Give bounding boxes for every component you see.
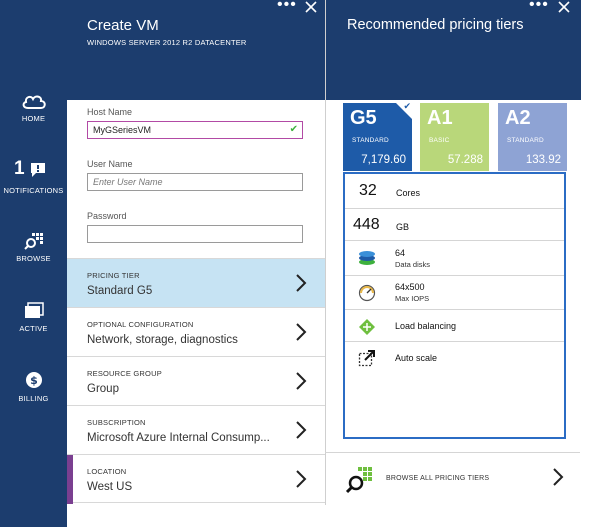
auto-scale-spec: Auto scale: [345, 342, 564, 374]
browse-all-label: BROWSE ALL PRICING TIERS: [386, 475, 490, 482]
nav-item-browse[interactable]: BROWSE: [0, 232, 67, 263]
load-balancing-spec: Load balancing: [345, 310, 564, 342]
tier-tile-g5[interactable]: ✔ G5 STANDARD 7,179.60: [343, 101, 412, 171]
gauge-icon: [358, 284, 376, 302]
tier-details-card: 32 Cores 448 GB 64 Data disks 64x500 Max…: [343, 172, 566, 439]
check-icon: ✔: [403, 101, 411, 111]
disk-icon: [359, 251, 375, 265]
pricing-tier-row[interactable]: PRICING TIER Standard G5: [67, 258, 325, 307]
row-label: RESOURCE GROUP: [87, 369, 162, 378]
nav-item-active[interactable]: ACTIVE: [0, 302, 67, 333]
browse-tiers-icon: [345, 467, 372, 494]
selected-corner: [396, 103, 412, 119]
create-vm-blade: ••• Create VM WINDOWS SERVER 2012 R2 DAT…: [67, 0, 325, 520]
chevron-right-icon: [296, 274, 307, 292]
tier-price: 7,179.60: [361, 154, 406, 166]
row-value: Microsoft Azure Internal Consump...: [87, 432, 270, 444]
row-value: West US: [87, 481, 133, 493]
data-disks-label: Data disks: [395, 260, 431, 269]
row-label: LOCATION: [87, 467, 127, 476]
chevron-right-icon: [296, 372, 307, 390]
tier-name: A2: [505, 107, 531, 129]
cores-value: 32: [359, 182, 377, 199]
notification-icon: [31, 163, 45, 177]
close-icon[interactable]: [305, 1, 317, 13]
nav-rail: HOME 1 NOTIFICATIONS BROWSE ACTIVE $: [0, 0, 67, 527]
load-balancer-icon: [359, 319, 375, 335]
user-name-field[interactable]: Enter User Name: [87, 173, 303, 191]
memory-value: 448: [353, 216, 380, 233]
chevron-right-icon: [296, 323, 307, 341]
data-disks-value: 64: [395, 248, 406, 258]
tier-name: G5: [350, 107, 377, 129]
chevron-right-icon: [553, 468, 564, 486]
row-value: Network, storage, diagnostics: [87, 334, 238, 346]
optional-configuration-row[interactable]: OPTIONAL CONFIGURATION Network, storage,…: [67, 307, 325, 356]
tier-name: A1: [427, 107, 453, 129]
check-icon: ✔: [289, 124, 298, 135]
close-icon[interactable]: [558, 1, 570, 13]
host-name-label: Host Name: [87, 107, 133, 117]
memory-unit: GB: [396, 222, 410, 232]
host-name-value: MyGSeriesVM: [93, 125, 152, 135]
blade-title: Create VM: [87, 17, 159, 34]
password-field[interactable]: [87, 225, 303, 243]
chevron-right-icon: [296, 470, 307, 488]
nav-label: HOME: [21, 114, 46, 123]
tier-price: 57.288: [447, 154, 483, 166]
billing-icon: $: [25, 372, 42, 388]
nav-item-home[interactable]: HOME: [0, 92, 67, 123]
more-options-icon[interactable]: •••: [277, 0, 297, 13]
blade-title: Recommended pricing tiers: [347, 17, 524, 33]
iops-value: 64x500: [395, 282, 425, 292]
browse-all-pricing-tiers-button[interactable]: BROWSE ALL PRICING TIERS: [325, 452, 580, 505]
blade-subtitle: WINDOWS SERVER 2012 R2 DATACENTER: [87, 38, 247, 47]
row-value: Group: [87, 383, 119, 395]
password-label: Password: [87, 211, 127, 221]
iops-spec: 64x500 Max IOPS: [345, 276, 564, 310]
row-value: Standard G5: [87, 285, 153, 297]
tier-tile-a1[interactable]: A1 BASIC 57.288: [420, 103, 489, 171]
notification-count: 1: [14, 158, 25, 179]
cores-unit: Cores: [396, 188, 421, 198]
active-icon: [24, 302, 44, 318]
subscription-row[interactable]: SUBSCRIPTION Microsoft Azure Internal Co…: [67, 405, 325, 454]
load-balancing-label: Load balancing: [395, 321, 457, 331]
auto-scale-label: Auto scale: [395, 353, 438, 363]
resource-group-row[interactable]: RESOURCE GROUP Group: [67, 356, 325, 405]
cloud-icon: [22, 95, 46, 109]
row-label: SUBSCRIPTION: [87, 418, 146, 427]
nav-label: BROWSE: [16, 254, 51, 263]
location-row[interactable]: LOCATION West US: [67, 454, 325, 504]
browse-icon: [23, 233, 43, 250]
svg-text:$: $: [30, 374, 38, 387]
chevron-right-icon: [296, 421, 307, 439]
row-label: OPTIONAL CONFIGURATION: [87, 320, 194, 329]
memory-spec: 448 GB: [345, 209, 564, 241]
nav-label: BILLING: [18, 394, 49, 403]
iops-label: Max IOPS: [395, 294, 430, 303]
nav-item-billing[interactable]: $ BILLING: [0, 370, 67, 403]
tier-price: 133.92: [525, 154, 561, 166]
blade-header: ••• Recommended pricing tiers: [326, 0, 581, 100]
tier-type: STANDARD: [352, 137, 389, 144]
nav-label: NOTIFICATIONS: [3, 186, 64, 195]
tier-type: STANDARD: [507, 137, 544, 144]
user-name-placeholder: Enter User Name: [93, 177, 163, 187]
user-name-label: User Name: [87, 159, 133, 169]
blade-header: ••• Create VM WINDOWS SERVER 2012 R2 DAT…: [67, 0, 325, 100]
more-options-icon[interactable]: •••: [529, 0, 549, 13]
data-disks-spec: 64 Data disks: [345, 241, 564, 276]
auto-scale-icon: [358, 350, 375, 367]
required-indicator: [67, 455, 73, 504]
nav-item-notifications[interactable]: 1 NOTIFICATIONS: [0, 158, 67, 195]
tier-tile-a2[interactable]: A2 STANDARD 133.92: [498, 103, 567, 171]
host-name-field[interactable]: MyGSeriesVM ✔: [87, 121, 303, 139]
row-label: PRICING TIER: [87, 271, 140, 280]
cores-spec: 32 Cores: [345, 174, 564, 209]
tier-type: BASIC: [429, 137, 450, 144]
nav-label: ACTIVE: [19, 324, 48, 333]
